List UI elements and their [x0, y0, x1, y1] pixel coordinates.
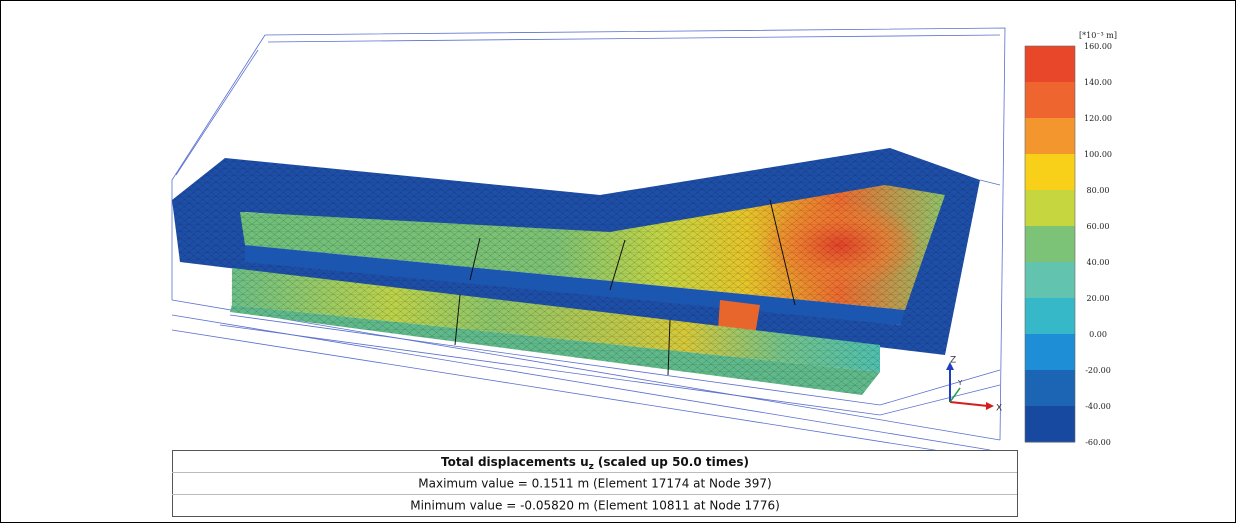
legend-band: [1025, 154, 1075, 191]
legend-tick-label: 0.00: [1089, 330, 1107, 339]
caption-box: Total displacements uz (scaled up 50.0 ti…: [172, 451, 1018, 517]
legend-tick-label: 60.00: [1087, 222, 1110, 231]
caption-title-main: Total displacements u: [441, 455, 589, 469]
legend-band: [1025, 334, 1075, 371]
legend-tick-label: 20.00: [1087, 294, 1110, 303]
axis-label: Z: [950, 356, 956, 366]
legend-band: [1025, 406, 1075, 443]
legend-tick-label: 160.00: [1084, 42, 1112, 51]
caption-title-suffix: (scaled up 50.0 times): [598, 455, 749, 469]
legend-tick-label: 40.00: [1087, 258, 1110, 267]
legend-tick-label: 140.00: [1084, 78, 1112, 87]
legend-tick-label: -40.00: [1085, 402, 1111, 411]
legend-band: [1025, 118, 1075, 155]
legend-band: [1025, 190, 1075, 227]
caption-max: Maximum value = 0.1511 m (Element 17174 …: [418, 477, 771, 491]
axis-label: X: [996, 404, 1002, 414]
legend-band: [1025, 370, 1075, 407]
caption-min: Minimum value = -0.05820 m (Element 1081…: [410, 499, 780, 513]
legend-tick-label: -60.00: [1085, 438, 1111, 447]
legend-band: [1025, 82, 1075, 119]
color-legend: [*10⁻³ m] 160.00 140.00 120.00 100.00 80.00 6…: [1025, 31, 1117, 447]
legend-tick-label: 80.00: [1087, 186, 1110, 195]
model-view: Z Y X [*10⁻³ m] 160.00 140.00 120.00 100.00…: [0, 0, 1236, 523]
legend-band: [1025, 298, 1075, 335]
caption-subscript: z: [589, 462, 594, 472]
legend-band: [1025, 226, 1075, 263]
legend-unit: [*10⁻³ m]: [1079, 31, 1117, 40]
legend-band: [1025, 46, 1075, 83]
axis-triad: Z Y X: [946, 356, 1002, 414]
legend-tick-label: -20.00: [1085, 366, 1111, 375]
legend-tick-label: 120.00: [1084, 114, 1112, 123]
legend-band: [1025, 262, 1075, 299]
legend-tick-label: 100.00: [1084, 150, 1112, 159]
axis-label: Y: [957, 379, 963, 387]
screen: Z Y X [*10⁻³ m] 160.00 140.00 120.00 100.00…: [0, 0, 1236, 523]
